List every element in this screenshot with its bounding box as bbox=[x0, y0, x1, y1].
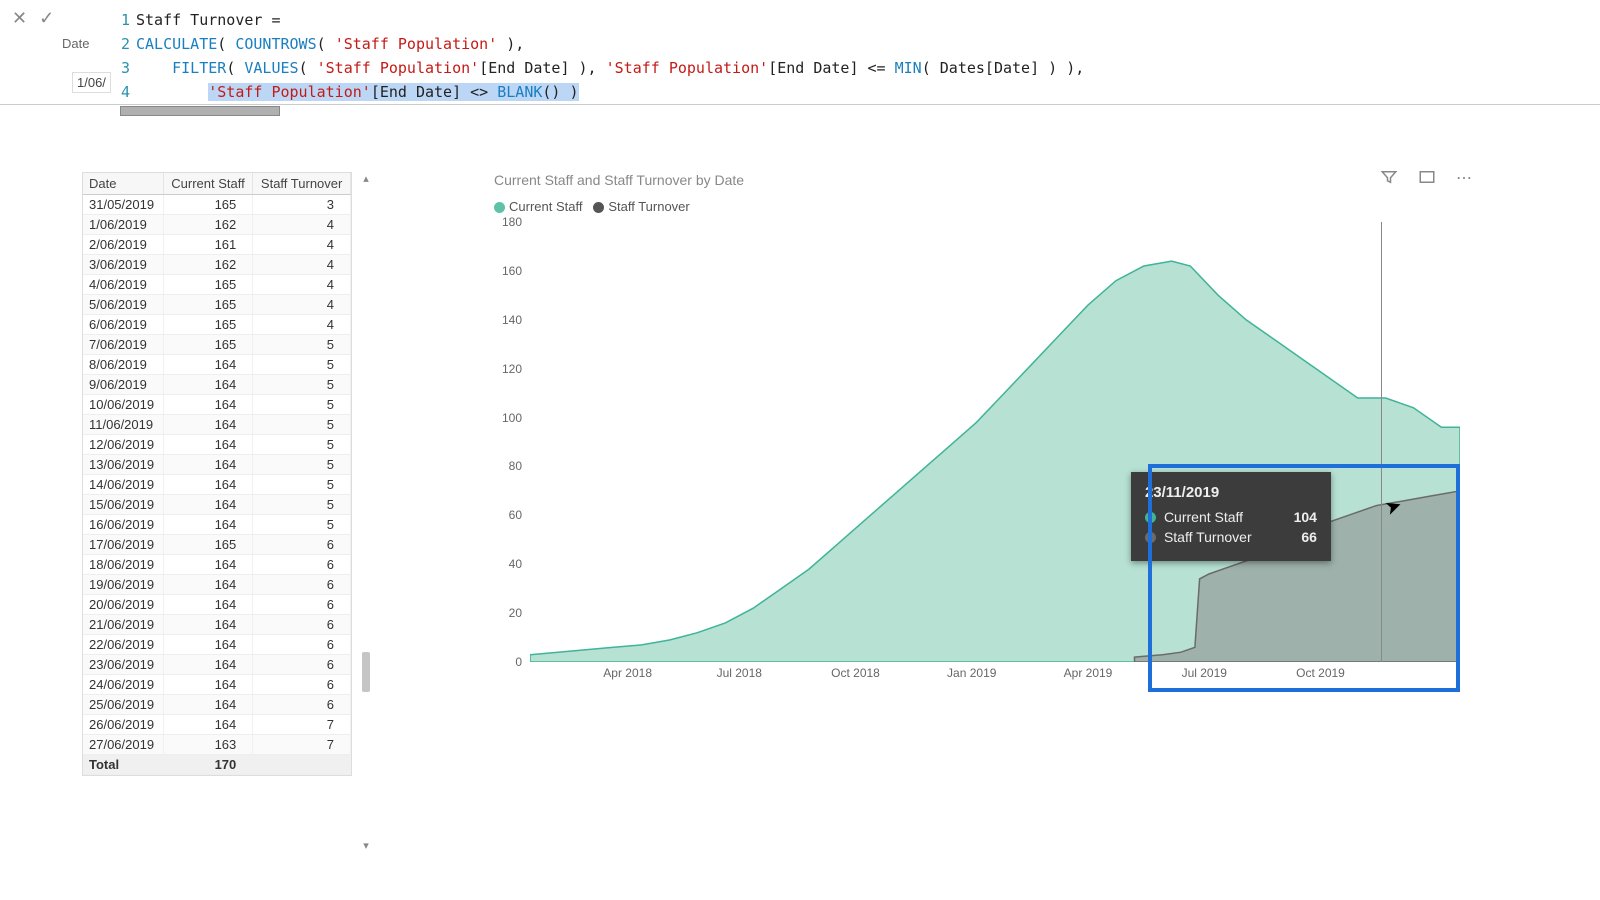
table-row[interactable]: 11/06/20191645 bbox=[83, 415, 351, 435]
data-table[interactable]: Date Current Staff Staff Turnover 31/05/… bbox=[82, 172, 352, 776]
table-row[interactable]: 12/06/20191645 bbox=[83, 435, 351, 455]
table-header: Date Current Staff Staff Turnover bbox=[83, 173, 351, 195]
table-row[interactable]: 15/06/20191645 bbox=[83, 495, 351, 515]
formula-bar: ✕ ✓ Date 1/06/ 1 2 3 4 Staff Turnover = … bbox=[0, 0, 1600, 105]
table-row[interactable]: 23/06/20191646 bbox=[83, 655, 351, 675]
plot-area bbox=[530, 222, 1460, 662]
hover-guide-line bbox=[1381, 222, 1382, 662]
horizontal-scrollbar[interactable] bbox=[120, 106, 280, 116]
table-row[interactable]: 3/06/20191624 bbox=[83, 255, 351, 275]
table-row[interactable]: 5/06/20191654 bbox=[83, 295, 351, 315]
filter-icon[interactable] bbox=[1380, 168, 1398, 191]
table-total-row: Total 170 bbox=[83, 755, 351, 775]
chart-title: Current Staff and Staff Turnover by Date bbox=[494, 172, 744, 188]
table-row[interactable]: 24/06/20191646 bbox=[83, 675, 351, 695]
table-row[interactable]: 22/06/20191646 bbox=[83, 635, 351, 655]
y-axis: 020406080100120140160180 bbox=[490, 222, 526, 662]
table-row[interactable]: 18/06/20191646 bbox=[83, 555, 351, 575]
table-row[interactable]: 25/06/20191646 bbox=[83, 695, 351, 715]
table-row[interactable]: 17/06/20191656 bbox=[83, 535, 351, 555]
cancel-icon[interactable]: ✕ bbox=[12, 8, 27, 29]
area-chart[interactable]: Current Staff and Staff Turnover by Date… bbox=[480, 168, 1480, 718]
table-row[interactable]: 27/06/20191637 bbox=[83, 735, 351, 755]
table-row[interactable]: 13/06/20191645 bbox=[83, 455, 351, 475]
table-row[interactable]: 21/06/20191646 bbox=[83, 615, 351, 635]
table-row[interactable]: 20/06/20191646 bbox=[83, 595, 351, 615]
table-row[interactable]: 1/06/20191624 bbox=[83, 215, 351, 235]
table-row[interactable]: 31/05/20191653 bbox=[83, 195, 351, 215]
slicer-value[interactable]: 1/06/ bbox=[72, 72, 111, 93]
chart-legend: Current Staff Staff Turnover bbox=[480, 195, 1480, 222]
table-row[interactable]: 10/06/20191645 bbox=[83, 395, 351, 415]
line-numbers: 1 2 3 4 bbox=[114, 8, 130, 104]
table-row[interactable]: 26/06/20191647 bbox=[83, 715, 351, 735]
table-row[interactable]: 6/06/20191654 bbox=[83, 315, 351, 335]
table-row[interactable]: 19/06/20191646 bbox=[83, 575, 351, 595]
table-row[interactable]: 7/06/20191655 bbox=[83, 335, 351, 355]
table-row[interactable]: 8/06/20191645 bbox=[83, 355, 351, 375]
table-row[interactable]: 2/06/20191614 bbox=[83, 235, 351, 255]
table-row[interactable]: 16/06/20191645 bbox=[83, 515, 351, 535]
confirm-icon[interactable]: ✓ bbox=[39, 8, 54, 29]
table-row[interactable]: 4/06/20191654 bbox=[83, 275, 351, 295]
slicer-label: Date bbox=[62, 36, 89, 51]
table-scrollbar[interactable]: ▴ ▾ bbox=[360, 172, 372, 852]
focus-mode-icon[interactable] bbox=[1418, 168, 1436, 191]
table-row[interactable]: 14/06/20191645 bbox=[83, 475, 351, 495]
more-options-icon[interactable]: ⋯ bbox=[1456, 168, 1474, 191]
dax-editor[interactable]: Staff Turnover = CALCULATE( COUNTROWS( '… bbox=[136, 8, 1084, 104]
table-row[interactable]: 9/06/20191645 bbox=[83, 375, 351, 395]
chart-tooltip: 23/11/2019 Current Staff 104 Staff Turno… bbox=[1131, 472, 1331, 561]
